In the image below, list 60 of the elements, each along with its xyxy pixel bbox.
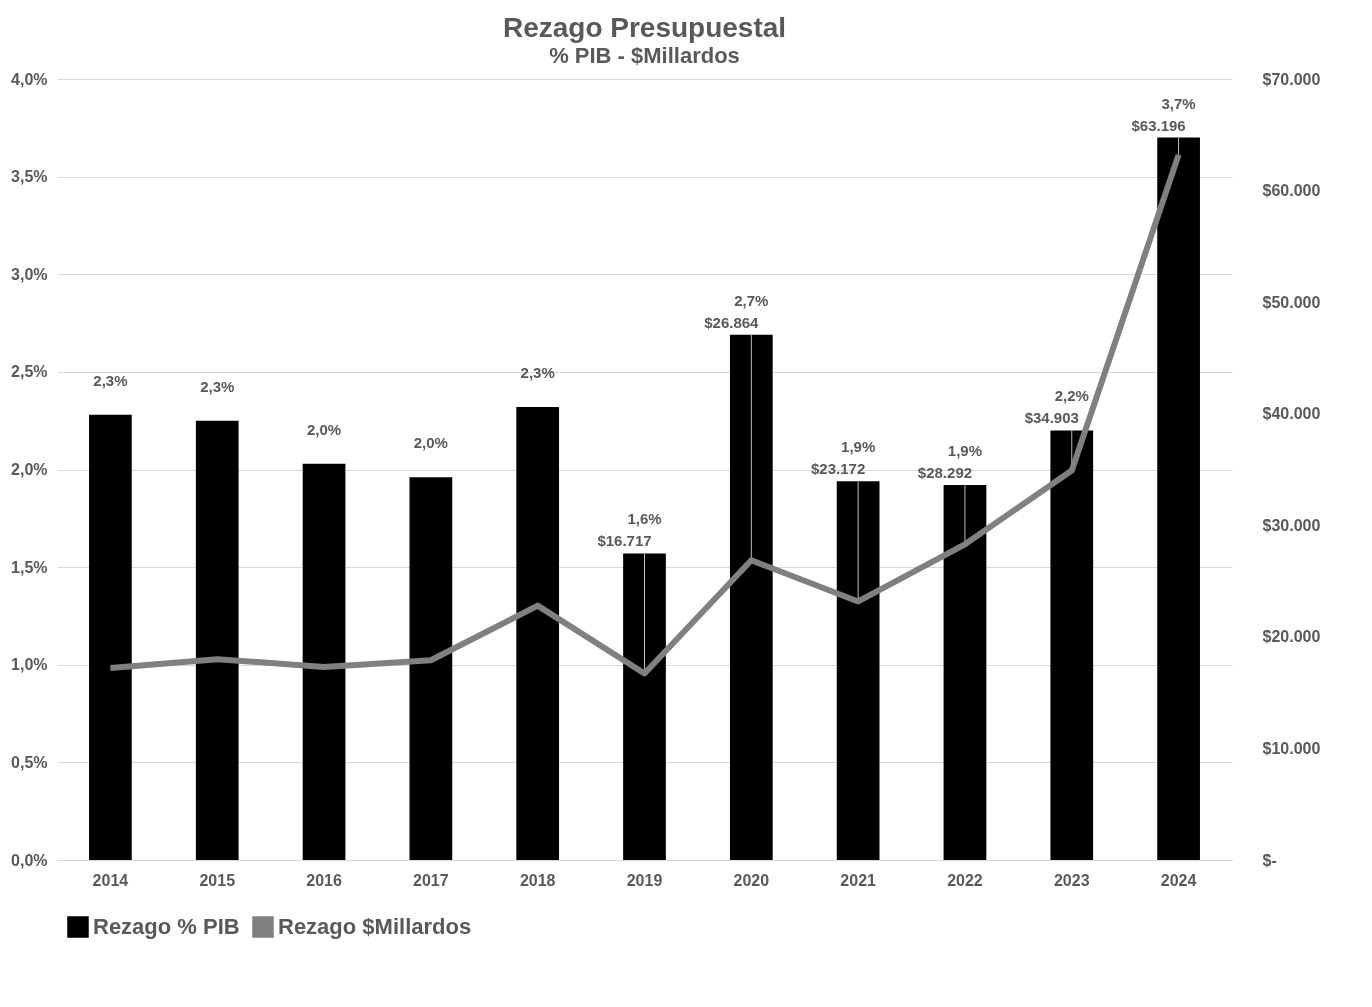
- x-tick-label: 2014: [92, 871, 129, 889]
- bar: [516, 407, 560, 860]
- y-tick-label: 0,0%: [11, 851, 48, 869]
- x-tick-label: 2019: [626, 871, 663, 889]
- y2-tick-label: $70.000: [1262, 70, 1321, 88]
- data-label: 2,0%: [306, 420, 342, 438]
- y2-tick-label: $10.000: [1262, 739, 1321, 757]
- y2-tick-label: $20.000: [1262, 628, 1321, 646]
- bar: [943, 485, 987, 860]
- chart-title: Rezago Presupuestal: [502, 12, 787, 43]
- bar: [623, 553, 666, 860]
- x-tick-label: 2018: [519, 871, 556, 889]
- y2-tick-label: $40.000: [1262, 405, 1321, 423]
- x-tick-label: 2023: [1053, 871, 1090, 889]
- x-tick-label: 2022: [947, 871, 983, 889]
- bar: [89, 414, 132, 860]
- data-label: 2,7%: [734, 291, 769, 309]
- data-label: $16.717: [597, 532, 652, 550]
- bar: [1157, 137, 1200, 860]
- data-label: $23.172: [811, 460, 866, 478]
- legend-label: Rezago % PIB: [93, 914, 240, 939]
- x-tick-label: 2020: [733, 871, 770, 889]
- y2-tick-label: $-: [1262, 851, 1277, 869]
- y-tick-label: 2,0%: [11, 461, 48, 478]
- bar: [302, 463, 346, 860]
- y-tick-label: 4,0%: [11, 70, 48, 88]
- data-label: 3,7%: [1161, 94, 1196, 112]
- data-label: 2,0%: [413, 434, 448, 452]
- data-label: $26.864: [704, 313, 760, 331]
- y-tick-label: 3,0%: [11, 265, 48, 283]
- y-tick-label: 1,5%: [11, 558, 48, 576]
- bar: [729, 334, 773, 860]
- data-label: 1,9%: [841, 438, 876, 456]
- data-label: 1,9%: [947, 442, 983, 460]
- x-tick-label: 2017: [413, 871, 449, 889]
- data-label: 2,3%: [93, 371, 128, 389]
- y-tick-label: 1,0%: [11, 656, 48, 674]
- legend-label: Rezago $Millardos: [278, 914, 472, 939]
- data-label: 2,2%: [1054, 387, 1089, 405]
- data-label: $28.292: [917, 464, 973, 482]
- bar: [195, 420, 239, 860]
- chart-subtitle: % PIB - $Millardos: [549, 43, 740, 68]
- y-tick-label: 3,5%: [11, 168, 48, 186]
- data-label: $34.903: [1024, 409, 1079, 427]
- y-tick-label: 0,5%: [11, 753, 48, 771]
- bar: [409, 477, 453, 860]
- x-tick-label: 2016: [306, 871, 342, 889]
- y2-tick-label: $30.000: [1262, 516, 1321, 534]
- x-tick-label: 2021: [840, 871, 877, 889]
- data-label: 2,3%: [520, 364, 555, 382]
- data-label: 2,3%: [200, 377, 235, 395]
- y2-tick-label: $50.000: [1262, 293, 1321, 311]
- data-label: 1,6%: [627, 510, 662, 528]
- y-tick-label: 2,5%: [11, 363, 48, 381]
- data-label: $63.196: [1131, 116, 1186, 134]
- x-tick-label: 2024: [1160, 871, 1197, 889]
- x-tick-label: 2015: [199, 871, 236, 889]
- y2-tick-label: $60.000: [1262, 182, 1321, 200]
- bar: [1050, 430, 1094, 860]
- bar: [836, 481, 880, 860]
